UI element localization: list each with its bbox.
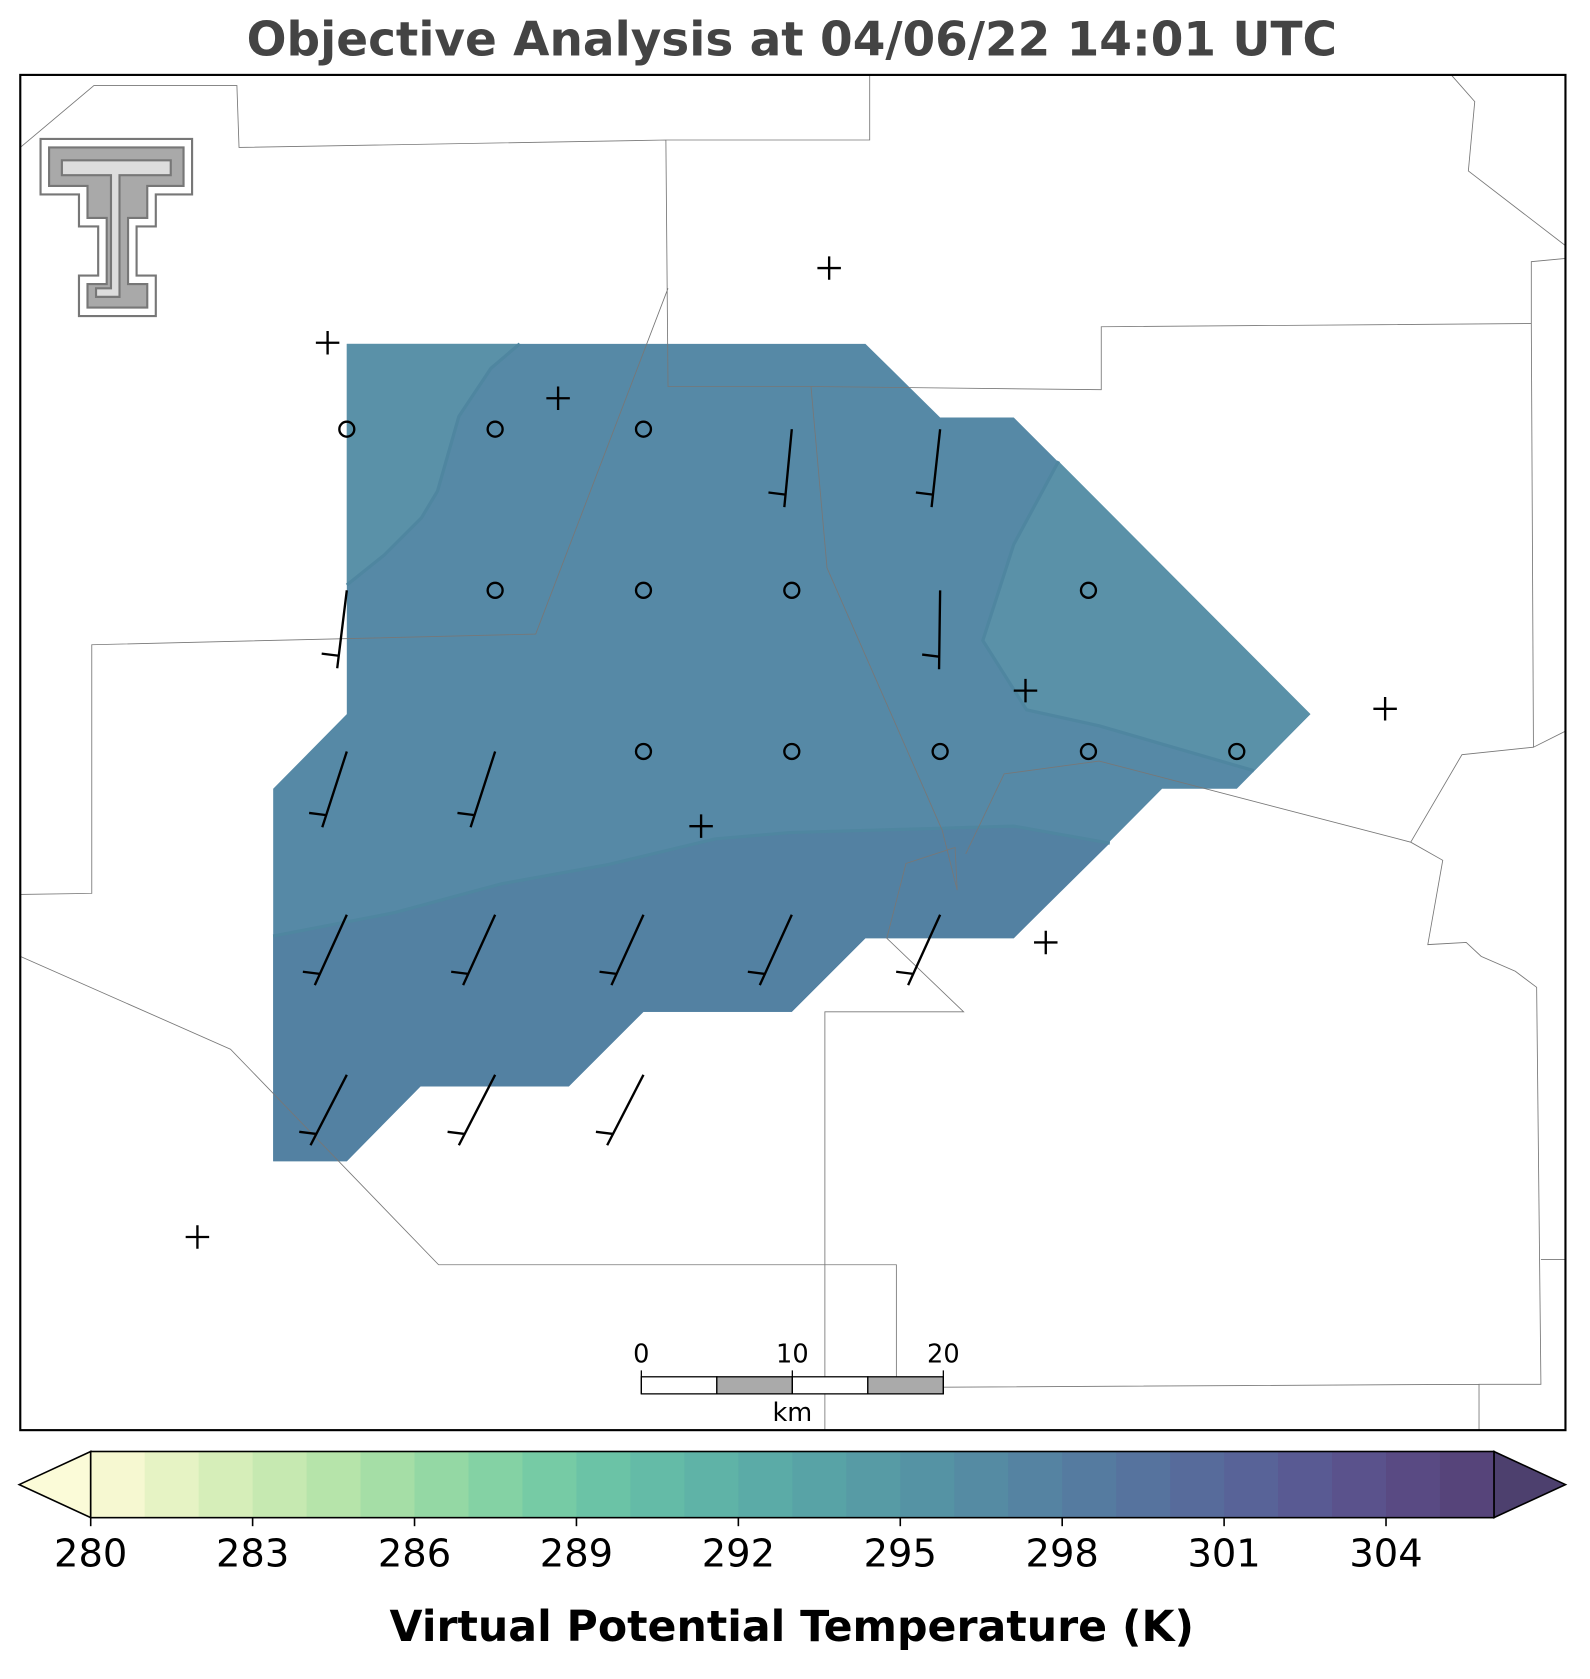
colorbar-bin — [1332, 1451, 1387, 1518]
colorbar-bin — [954, 1451, 1009, 1518]
colorbar-bin — [1170, 1451, 1225, 1518]
wind-barb — [451, 914, 497, 986]
wind-barb — [299, 1074, 348, 1146]
colorbar-bin — [144, 1451, 200, 1518]
calm-wind — [783, 742, 801, 761]
station-cross — [817, 256, 841, 280]
wind-barb — [457, 751, 497, 828]
colorbar-bin — [684, 1451, 739, 1518]
station-cross — [1013, 678, 1038, 703]
colorbar-bin — [1439, 1451, 1495, 1518]
colorbar-bin — [522, 1451, 577, 1518]
calm-wind — [486, 581, 504, 599]
colorbar-bin — [414, 1451, 470, 1518]
calm-wind — [338, 420, 356, 438]
colorbar-tick-label: 298 — [1026, 1532, 1099, 1577]
colorbar-bin — [576, 1451, 631, 1518]
colorbar-bin — [1116, 1451, 1171, 1518]
colorbar: 280 283 286 289 292 295 298 301 304 — [17, 1450, 1568, 1577]
colorbar-bin — [1386, 1451, 1441, 1518]
colorbar-bin — [468, 1451, 524, 1518]
wind-barb — [768, 429, 793, 508]
station-cross — [185, 1225, 210, 1249]
wind-barb — [595, 1074, 645, 1146]
colorbar-bin — [846, 1451, 901, 1518]
colorbar-tick-label: 289 — [540, 1532, 613, 1577]
colorbar-bin — [900, 1451, 955, 1518]
map — [19, 73, 1567, 1432]
colorbar-frame — [89, 1450, 1495, 1519]
scale-segment — [867, 1376, 944, 1395]
scale-tick-label: 20 — [927, 1339, 960, 1369]
field-band — [273, 826, 1110, 1162]
station-cross — [1373, 697, 1397, 721]
colorbar-bin — [738, 1451, 793, 1518]
station-cross — [546, 386, 570, 410]
colorbar-bin — [1278, 1451, 1333, 1518]
wind-barb — [302, 914, 348, 986]
calm-wind — [1079, 581, 1098, 599]
wind-barb — [599, 914, 645, 986]
scale-segment — [791, 1376, 869, 1395]
county-line — [20, 74, 1566, 1431]
calm-wind — [1079, 742, 1098, 761]
colorbar-tick-label: 283 — [216, 1532, 289, 1577]
scale-segment — [640, 1376, 718, 1395]
calm-wind — [634, 581, 653, 599]
field-band — [346, 343, 520, 585]
colorbar-bin — [306, 1451, 362, 1518]
scale-tick-label: 10 — [776, 1339, 809, 1369]
calm-wind — [634, 420, 653, 438]
colorbar-tick-label: 280 — [54, 1532, 127, 1577]
station-cross — [1034, 930, 1058, 955]
scale-tick-label: 0 — [633, 1339, 649, 1369]
colorbar-bin — [198, 1451, 254, 1518]
colorbar-tick-label: 295 — [864, 1532, 937, 1577]
colorbar-bin — [252, 1451, 308, 1518]
chart-title: Objective Analysis at 04/06/22 14:01 UTC — [247, 12, 1337, 67]
calm-wind — [634, 742, 653, 761]
colorbar-bin — [1062, 1451, 1117, 1518]
colorbar-bin — [792, 1451, 847, 1518]
scale-segment — [716, 1376, 793, 1395]
observations — [185, 256, 1397, 1249]
station-cross — [315, 331, 340, 355]
colorbar-tick-label: 304 — [1349, 1532, 1422, 1577]
colorbar-bin — [90, 1451, 146, 1518]
scale-unit: km — [772, 1398, 812, 1428]
colorbar-bin — [1008, 1451, 1063, 1518]
colorbar-label: Virtual Potential Temperature (K) — [390, 1602, 1194, 1652]
logo — [39, 137, 194, 318]
calm-wind — [931, 742, 949, 761]
colorbar-bin — [630, 1451, 685, 1518]
contour — [272, 342, 1255, 938]
wind-barb — [747, 914, 793, 986]
wind-barb — [922, 590, 942, 670]
wind-barb — [447, 1074, 497, 1146]
colorbar-bin — [1224, 1451, 1279, 1518]
calm-wind — [1228, 742, 1246, 761]
scale-bar: 0 10 20 km — [633, 1339, 959, 1428]
calm-wind — [783, 581, 801, 599]
wind-barb — [915, 429, 942, 508]
wind-barb — [308, 751, 348, 828]
colorbar-bin — [360, 1451, 416, 1518]
colorbar-tick-label: 292 — [702, 1532, 775, 1577]
calm-wind — [486, 420, 504, 438]
station-cross — [689, 814, 713, 838]
wind-barb — [896, 914, 942, 986]
colorbar-tick-label: 286 — [378, 1532, 451, 1577]
field-band — [982, 461, 1311, 771]
wind-barb — [321, 590, 348, 669]
colorbar-tick-label: 301 — [1187, 1532, 1260, 1577]
map-frame — [19, 73, 1567, 1432]
